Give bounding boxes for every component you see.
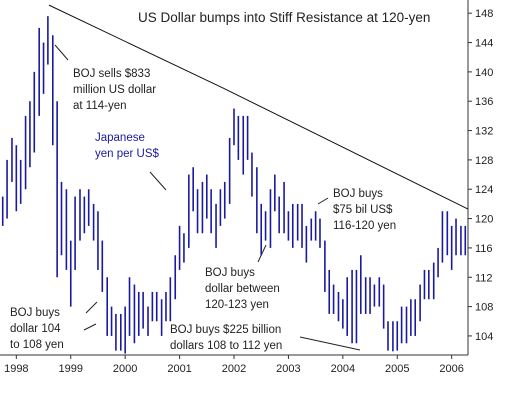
annotation: 120-123 yen: [205, 299, 269, 311]
pointer: [317, 197, 329, 205]
pointer: [85, 301, 98, 314]
x-tick-label: 2002: [222, 363, 246, 375]
annotation: to 108 yen: [10, 339, 64, 351]
pointers: [54, 44, 361, 351]
x-tick-label: 1999: [59, 363, 83, 375]
pointer: [149, 171, 167, 191]
trendline: [48, 4, 469, 210]
annotation: BOJ buys: [333, 188, 383, 200]
y-tick-label: 112: [475, 272, 493, 284]
annotation: $75 bil US$: [333, 204, 393, 216]
y-tick-label: 124: [475, 184, 493, 196]
pointer: [83, 323, 97, 331]
x-tick-label: 2005: [385, 363, 409, 375]
y-tick-label: 132: [475, 126, 493, 138]
y-tick-label: 116: [475, 243, 493, 255]
annotation: Japanese: [95, 132, 145, 144]
annotation: dollars 108 to 112 yen: [170, 340, 282, 352]
y-tick-label: 108: [475, 302, 493, 314]
y-tick-label: 104: [475, 331, 493, 343]
annotation: BOJ buys $225 billion: [170, 324, 281, 336]
annotation: BOJ sells $833: [73, 68, 150, 80]
pointer: [54, 44, 69, 61]
annotation: dollar 104: [10, 323, 61, 335]
pointer: [299, 336, 361, 351]
annotation: dollar between: [205, 283, 280, 295]
y-tick-label: 136: [475, 96, 493, 108]
y-tick-label: 144: [475, 38, 493, 50]
x-tick-label: 1998: [4, 363, 28, 375]
annotation: at 114-yen: [73, 100, 127, 112]
y-tick-label: 140: [475, 67, 493, 79]
annotation: 116-120 yen: [333, 220, 396, 232]
x-tick-label: 2004: [331, 363, 355, 375]
x-tick-label: 2003: [276, 363, 300, 375]
annotation: million US dollar: [73, 84, 156, 96]
x-tick-label: 2000: [113, 363, 137, 375]
annotation: yen per US$: [95, 148, 160, 160]
annotation: BOJ buys: [205, 267, 255, 279]
x-tick-label: 2006: [439, 363, 463, 375]
x-tick-label: 2001: [167, 363, 191, 375]
annotation: BOJ buys: [10, 307, 60, 319]
y-tick-label: 148: [475, 8, 493, 20]
y-tick-label: 120: [475, 214, 493, 226]
chart-title: US Dollar bumps into Stiff Resistance at…: [138, 10, 430, 25]
y-tick-label: 128: [475, 155, 493, 167]
